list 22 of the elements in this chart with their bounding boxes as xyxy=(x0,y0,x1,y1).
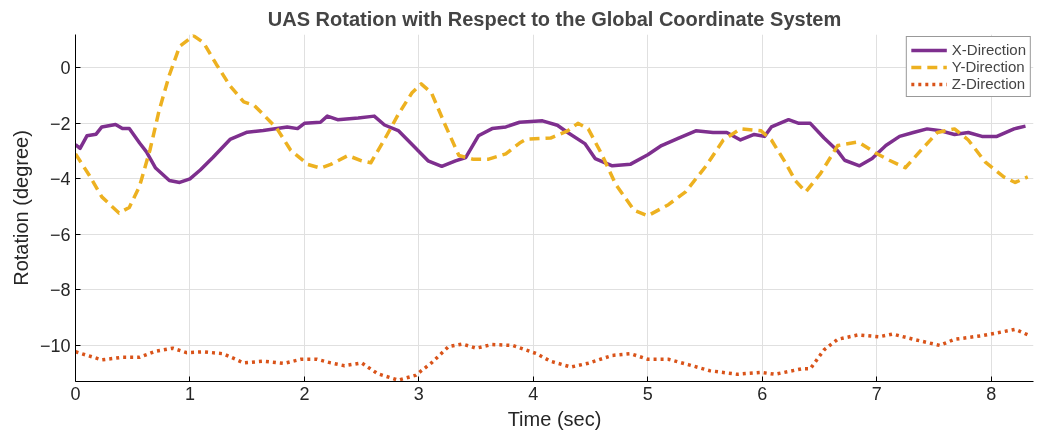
y-tick-label: −6 xyxy=(49,224,71,245)
legend-label: X-Direction xyxy=(951,41,1026,58)
y-axis-title: Rotation (degree) xyxy=(9,130,32,286)
x-tick-label: 7 xyxy=(871,383,882,404)
x-tick-label: 5 xyxy=(642,383,653,404)
y-tick-label: −4 xyxy=(49,169,71,190)
y-tick-label: −8 xyxy=(49,280,71,301)
line-series xyxy=(75,34,1030,218)
x-tick-label: 8 xyxy=(986,383,997,404)
x-tick-label: 2 xyxy=(299,383,310,404)
line-series xyxy=(75,114,1028,185)
legend-label: Z-Direction xyxy=(951,75,1026,92)
x-tick-label: 1 xyxy=(184,383,195,404)
y-tick-label: 0 xyxy=(60,58,71,79)
x-tick-label: 3 xyxy=(413,383,424,404)
y-tick-label: −10 xyxy=(39,335,71,356)
y-tick-label: −2 xyxy=(49,113,71,134)
chart-title: UAS Rotation with Respect to the Global Coordinate System xyxy=(267,7,842,30)
x-tick-label: 4 xyxy=(528,383,539,404)
x-axis-title: Time (sec) xyxy=(507,407,602,430)
x-tick-label: 6 xyxy=(757,383,768,404)
legend-label: Y-Direction xyxy=(951,58,1025,75)
